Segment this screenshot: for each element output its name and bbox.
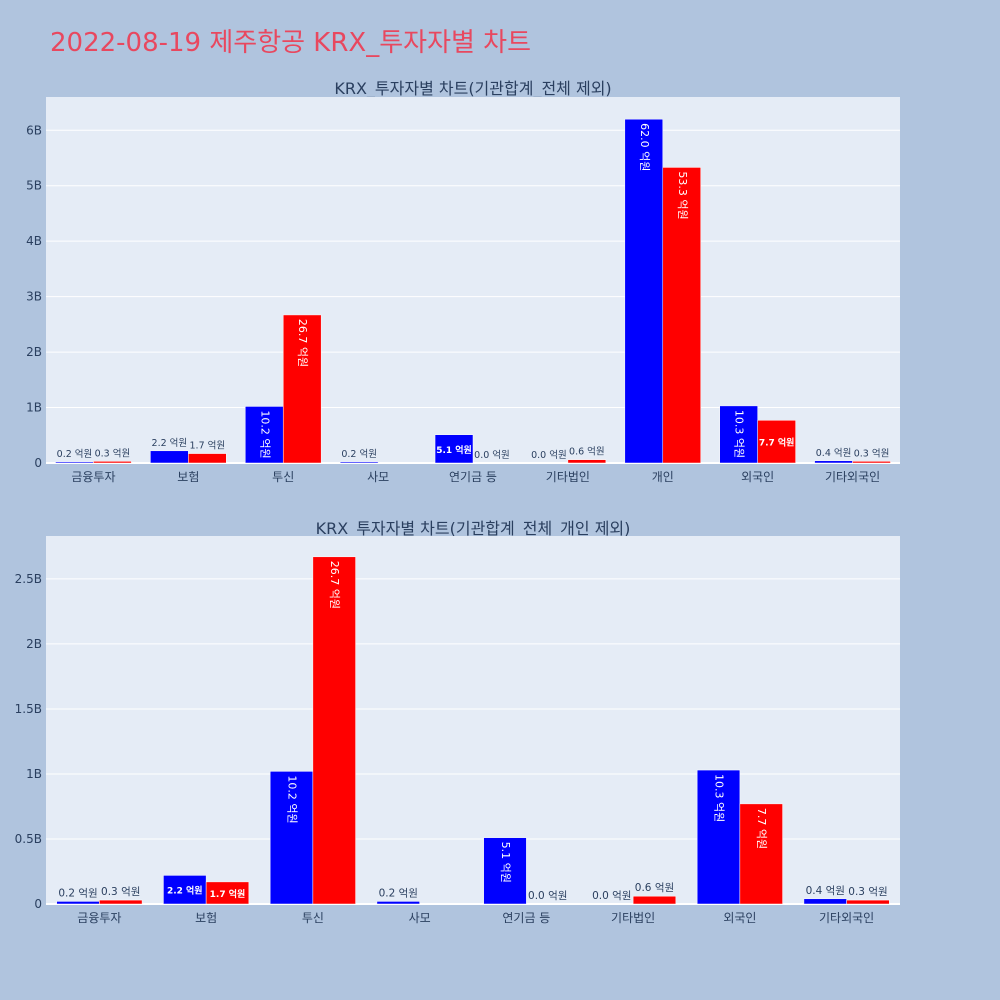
bar	[662, 167, 701, 464]
bar-value-label: 62.0 억원	[638, 123, 651, 171]
bar-value-label: 7.7 억원	[755, 808, 768, 849]
y-tick-label: 1B	[26, 767, 42, 781]
y-tick-label: 3B	[26, 290, 42, 304]
x-tick-label: 사모	[409, 911, 431, 925]
y-tick-label: 2B	[26, 345, 42, 359]
x-tick-label: 투신	[272, 470, 294, 484]
bar-value-label: 0.3 억원	[101, 886, 140, 898]
bar	[852, 461, 891, 464]
bar-value-label: 0.6 억원	[635, 882, 674, 894]
y-tick-label: 1B	[26, 401, 42, 415]
x-tick-label: 개인	[652, 470, 674, 484]
bar-value-label: 0.0 억원	[592, 890, 631, 902]
bar	[567, 459, 607, 464]
y-tick-label: 0	[34, 456, 42, 470]
x-tick-label: 기타법인	[611, 911, 655, 925]
bar-value-label: 0.3 억원	[854, 447, 890, 459]
x-tick-label: 보험	[177, 470, 199, 484]
x-tick-label: 금융투자	[77, 911, 121, 925]
bar	[719, 405, 758, 464]
y-tick-label: 2B	[26, 637, 42, 651]
chart-title: KRX_투자자별 차트(기관합계_전체 제외)	[334, 79, 611, 99]
bar-value-label: 2.2 억원	[167, 885, 203, 897]
plot-area	[46, 97, 900, 463]
y-tick-label: 0.5B	[15, 832, 42, 846]
x-tick-label: 기타법인	[546, 470, 590, 484]
bar	[376, 901, 420, 905]
bar-value-label: 0.2 억원	[57, 448, 93, 460]
bar-value-label: 10.3 억원	[733, 410, 746, 458]
x-tick-label: 금융투자	[71, 470, 115, 484]
bar-value-label: 0.0 억원	[528, 890, 567, 902]
bar-value-label: 2.2 억원	[152, 437, 188, 449]
bar-value-label: 5.1 억원	[436, 444, 472, 456]
bar-value-label: 0.0 억원	[531, 449, 567, 461]
y-tick-label: 2.5B	[15, 572, 42, 586]
x-tick-label: 외국인	[723, 911, 756, 925]
chart-title: KRX_투자자별 차트(기관합계_전체_개인 제외)	[316, 519, 631, 539]
bar	[55, 461, 94, 464]
bar	[56, 901, 100, 905]
investor-chart-excluding-institutions: KRX_투자자별 차트(기관합계_전체 제외) 0 1B 2B 3B 4B 5B 6B 0.2 …	[26, 79, 900, 484]
bar-value-label: 26.7 억원	[328, 561, 341, 609]
bar-value-label: 0.3 억원	[95, 447, 131, 459]
x-tick-label: 연기금 등	[502, 911, 550, 925]
bar-value-label: 1.7 억원	[190, 440, 226, 452]
bar-value-label: 0.3 억원	[848, 886, 887, 898]
bar-value-label: 53.3 억원	[676, 171, 689, 219]
y-tick-label: 4B	[26, 234, 42, 248]
x-tick-label: 연기금 등	[449, 470, 497, 484]
bar	[93, 461, 132, 464]
x-tick-label: 외국인	[741, 470, 774, 484]
bar-value-label: 0.2 억원	[379, 887, 418, 899]
bar	[739, 803, 783, 905]
bar-value-label: 7.7 억원	[759, 437, 795, 449]
bar	[150, 450, 189, 464]
bar-value-label: 10.2 억원	[258, 410, 271, 458]
y-tick-label: 5B	[26, 179, 42, 193]
x-tick-label: 사모	[367, 470, 389, 484]
bar	[624, 118, 664, 464]
bar	[188, 453, 227, 464]
bar	[205, 881, 250, 905]
bar-value-label: 5.1 억원	[499, 842, 512, 883]
bar-value-label: 10.3 억원	[713, 774, 726, 822]
bar-value-label: 0.2 억원	[58, 887, 97, 899]
bar	[632, 895, 677, 905]
bar	[434, 434, 474, 464]
bar	[846, 899, 890, 905]
bar-value-label: 0.2 억원	[341, 448, 377, 460]
bar	[696, 769, 741, 905]
investor-chart-excluding-institutions-individuals: KRX_투자자별 차트(기관합계_전체_개인 제외) 0 0.5B 1B 1.5B 2B 2…	[15, 519, 900, 925]
y-tick-label: 6B	[26, 123, 42, 137]
y-tick-label: 0	[34, 897, 42, 911]
bar-value-label: 1.7 억원	[210, 888, 246, 900]
bar-value-label: 10.2 억원	[286, 775, 299, 823]
bar	[814, 460, 853, 464]
bar	[803, 898, 847, 905]
bar	[99, 899, 143, 905]
y-tick-label: 1.5B	[15, 702, 42, 716]
bar-value-label: 0.6 억원	[569, 446, 605, 458]
x-tick-label: 보험	[195, 911, 217, 925]
bar-value-label: 26.7 억원	[296, 319, 309, 367]
bar-value-label: 0.4 억원	[816, 447, 852, 459]
x-tick-label: 투신	[302, 911, 324, 925]
bar	[339, 461, 379, 464]
bar-value-label: 0.4 억원	[806, 885, 845, 897]
bar	[483, 837, 527, 905]
page-title: 2022-08-19 제주항공 KRX_투자자별 차트	[50, 28, 532, 58]
x-tick-label: 기타외국인	[819, 911, 874, 925]
bar	[269, 771, 314, 905]
x-tick-label: 기타외국인	[825, 470, 880, 484]
bar	[163, 875, 207, 905]
bar-value-label: 0.0 억원	[474, 449, 510, 461]
bar	[757, 420, 796, 464]
bar	[282, 314, 322, 464]
bar	[312, 556, 356, 905]
bar	[245, 406, 284, 464]
